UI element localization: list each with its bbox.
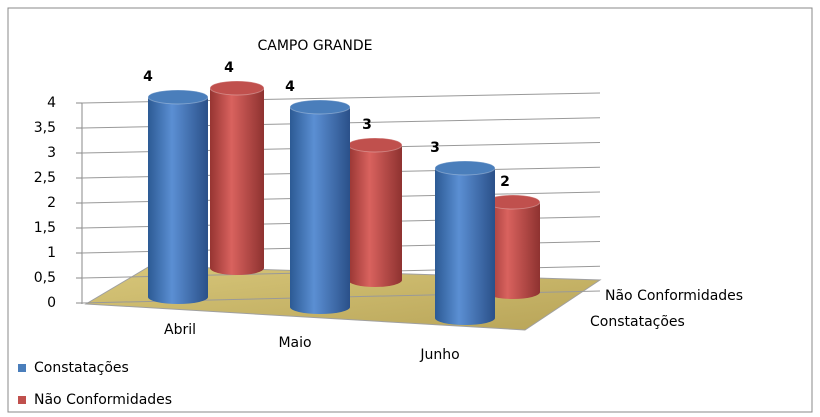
value-label: 4: [224, 60, 234, 76]
bar-top: [209, 80, 265, 96]
y-tick-label: 4: [47, 95, 56, 111]
legend-swatch: [18, 396, 26, 404]
y-tick-label: 2: [47, 195, 56, 211]
x-tick-label: Junho: [419, 347, 459, 363]
legend-label: Constatações: [34, 360, 129, 376]
bar-body: [290, 107, 350, 307]
bar-top: [289, 99, 351, 115]
bar: [147, 89, 209, 304]
bar-top: [347, 137, 403, 153]
y-tick-label: 0: [47, 295, 56, 311]
y-tick-label: 0,5: [34, 270, 56, 286]
depth-label: Não Conformidades: [605, 288, 743, 304]
value-label: 2: [500, 174, 510, 190]
legend-label: Não Conformidades: [34, 392, 172, 408]
value-label: 4: [285, 79, 295, 95]
bar: [434, 160, 496, 325]
bar: [347, 137, 403, 287]
bar-body: [348, 145, 402, 280]
y-tick-label: 2,5: [34, 170, 56, 186]
y-tick-label: 1,5: [34, 220, 56, 236]
depth-label: Constatações: [590, 314, 685, 330]
chart-title: CAMPO GRANDE: [257, 38, 372, 54]
chart-border: [7, 7, 813, 413]
bar-top: [434, 160, 496, 176]
value-label: 4: [143, 69, 153, 85]
bar-top: [147, 89, 209, 105]
y-tick-label: 1: [47, 245, 56, 261]
x-tick-label: Abril: [164, 322, 196, 338]
x-tick-label: Maio: [278, 335, 311, 351]
bar: [209, 80, 265, 275]
value-label: 3: [430, 140, 440, 156]
value-label: 3: [362, 117, 372, 133]
bar: [289, 99, 351, 314]
bar-body: [148, 97, 208, 297]
bar-body: [435, 168, 495, 318]
legend-swatch: [18, 364, 26, 372]
bar-body: [210, 88, 264, 268]
y-tick-label: 3,5: [34, 120, 56, 136]
y-tick-label: 3: [47, 145, 56, 161]
